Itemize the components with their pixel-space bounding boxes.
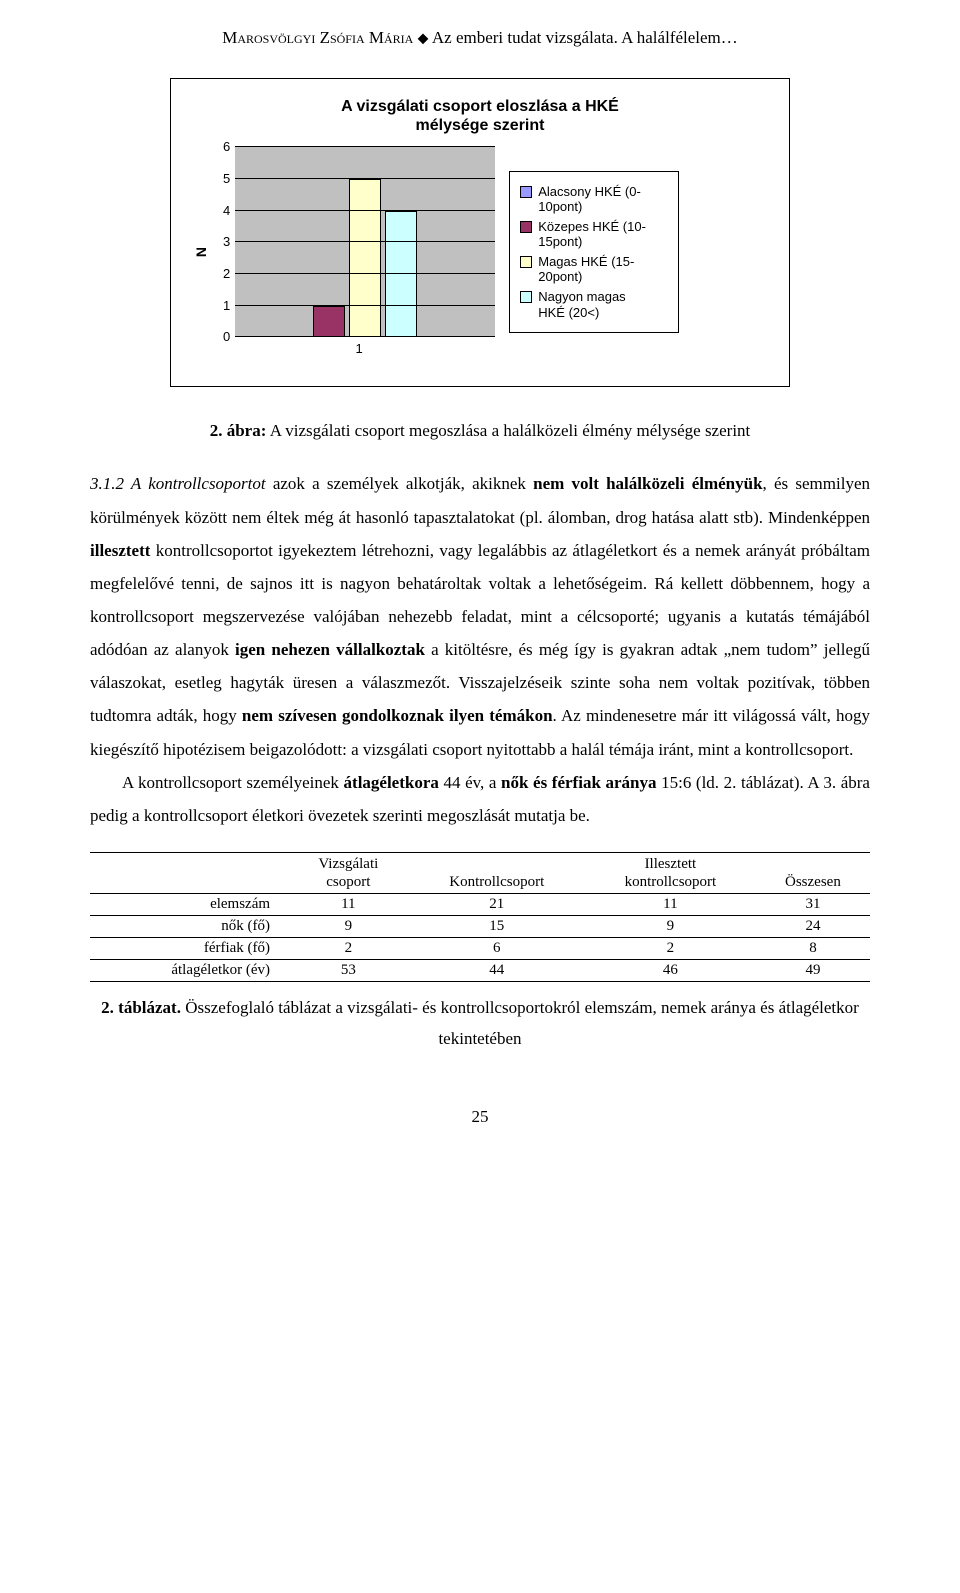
bar [385, 211, 417, 338]
figure-caption-rest: A vizsgálati csoport megoszlása a halálk… [266, 421, 750, 440]
p2-b1: átlagéletkora [344, 773, 439, 792]
summary-table: Vizsgálati csoport Kontrollcsoport Illes… [90, 852, 870, 982]
table-cell: 11 [288, 893, 409, 915]
table-cell: 24 [756, 915, 870, 937]
table-header-row: Vizsgálati csoport Kontrollcsoport Illes… [90, 852, 870, 893]
section-number: 3.1.2 A kontrollcsoportot [90, 474, 266, 493]
table-cell: 44 [409, 959, 585, 981]
table-row: férfiak (fő)2628 [90, 937, 870, 959]
legend-label: Közepes HKÉ (10- 15pont) [538, 219, 646, 250]
gridline [235, 210, 495, 211]
plot-row: 6 5 4 3 2 1 0 [223, 147, 495, 337]
running-header: Marosvölgyi Zsófia Mária ◆ Az emberi tud… [90, 28, 870, 48]
legend-item: Alacsony HKÉ (0- 10pont) [520, 184, 668, 215]
table-caption-lead: 2. táblázat. [101, 998, 181, 1017]
chart-body: N 6 5 4 3 2 1 0 [193, 147, 767, 356]
plot-area [235, 147, 495, 337]
row-header: nők (fő) [90, 915, 288, 937]
gridline [235, 146, 495, 147]
legend-label: Nagyon magas HKÉ (20<) [538, 289, 625, 320]
bar [349, 179, 381, 337]
legend-label: Alacsony HKÉ (0- 10pont) [538, 184, 641, 215]
diamond-icon: ◆ [418, 32, 432, 47]
table-cell: 6 [409, 937, 585, 959]
table-cell: 15 [409, 915, 585, 937]
p1-b2: nem volt halálközeli élményük [533, 474, 762, 493]
col-1: Vizsgálati csoport [288, 852, 409, 893]
table-cell: 31 [756, 893, 870, 915]
chart-title: A vizsgálati csoport eloszlása a HKÉ mél… [193, 97, 767, 135]
page: Marosvölgyi Zsófia Mária ◆ Az emberi tud… [0, 0, 960, 1167]
p1-b5: nem szívesen gondolkoznak ilyen témákon [242, 706, 553, 725]
table-head: Vizsgálati csoport Kontrollcsoport Illes… [90, 852, 870, 893]
legend-item: Közepes HKÉ (10- 15pont) [520, 219, 668, 250]
col-2: Kontrollcsoport [409, 852, 585, 893]
col-4: Összesen [756, 852, 870, 893]
header-author: Marosvölgyi Zsófia Mária [222, 28, 413, 47]
x-tick-row: 1 [223, 341, 495, 356]
table-cell: 2 [585, 937, 756, 959]
table-cell: 53 [288, 959, 409, 981]
bars-group [235, 147, 495, 337]
table-cell: 8 [756, 937, 870, 959]
p1-lead: 3.1.2 A kontrollcsoportot [90, 474, 266, 493]
plot-column: 6 5 4 3 2 1 0 1 [223, 147, 495, 356]
row-header: férfiak (fő) [90, 937, 288, 959]
figure-caption: 2. ábra: A vizsgálati csoport megoszlása… [90, 421, 870, 441]
col-blank [90, 852, 288, 893]
row-header: átlagéletkor (év) [90, 959, 288, 981]
table-cell: 11 [585, 893, 756, 915]
p2-mid: 44 év, a [439, 773, 501, 792]
p1-b4: igen nehezen vállalkoztak [235, 640, 425, 659]
table-caption: 2. táblázat. Összefoglaló táblázat a viz… [90, 992, 870, 1055]
y-ticks: 6 5 4 3 2 1 0 [223, 147, 235, 337]
table-cell: 9 [585, 915, 756, 937]
table-cell: 21 [409, 893, 585, 915]
table-cell: 2 [288, 937, 409, 959]
p1-b3: illesztett [90, 541, 150, 560]
table-cell: 49 [756, 959, 870, 981]
legend-swatch [520, 291, 532, 303]
x-tick: 1 [223, 341, 495, 356]
table-cell: 9 [288, 915, 409, 937]
table-row: elemszám11211131 [90, 893, 870, 915]
chart-legend: Alacsony HKÉ (0- 10pont) Közepes HKÉ (10-… [509, 171, 679, 334]
table-body: elemszám11211131nők (fő)915924férfiak (f… [90, 893, 870, 981]
body-text: 3.1.2 A kontrollcsoportot azok a személy… [90, 467, 870, 832]
gridline [235, 241, 495, 242]
table-caption-rest: Összefoglaló táblázat a vizsgálati- és k… [181, 998, 859, 1048]
chart-container: A vizsgálati csoport eloszlása a HKÉ mél… [170, 78, 790, 387]
y-axis-label: N [193, 247, 209, 257]
legend-swatch [520, 186, 532, 198]
row-header: elemszám [90, 893, 288, 915]
bar [313, 306, 345, 338]
p2-pre: A kontrollcsoport személyeinek [122, 773, 344, 792]
gridline [235, 336, 495, 337]
figure-caption-lead: 2. ábra: [210, 421, 267, 440]
paragraph-2: A kontrollcsoport személyeinek átlagélet… [90, 766, 870, 832]
header-title: Az emberi tudat vizsgálata. A halálfélel… [432, 28, 738, 47]
gridline [235, 273, 495, 274]
gridline [235, 305, 495, 306]
paragraph-1: 3.1.2 A kontrollcsoportot azok a személy… [90, 467, 870, 765]
p2-b2: nők és férfiak aránya [501, 773, 656, 792]
page-number: 25 [90, 1107, 870, 1127]
gridline [235, 178, 495, 179]
legend-item: Magas HKÉ (15- 20pont) [520, 254, 668, 285]
table-row: átlagéletkor (év)53444649 [90, 959, 870, 981]
table-row: nők (fő)915924 [90, 915, 870, 937]
legend-swatch [520, 221, 532, 233]
p1-t1: azok a személyek alkotják, akiknek [266, 474, 534, 493]
col-3: Illesztett kontrollcsoport [585, 852, 756, 893]
table-cell: 46 [585, 959, 756, 981]
legend-label: Magas HKÉ (15- 20pont) [538, 254, 634, 285]
legend-item: Nagyon magas HKÉ (20<) [520, 289, 668, 320]
legend-swatch [520, 256, 532, 268]
